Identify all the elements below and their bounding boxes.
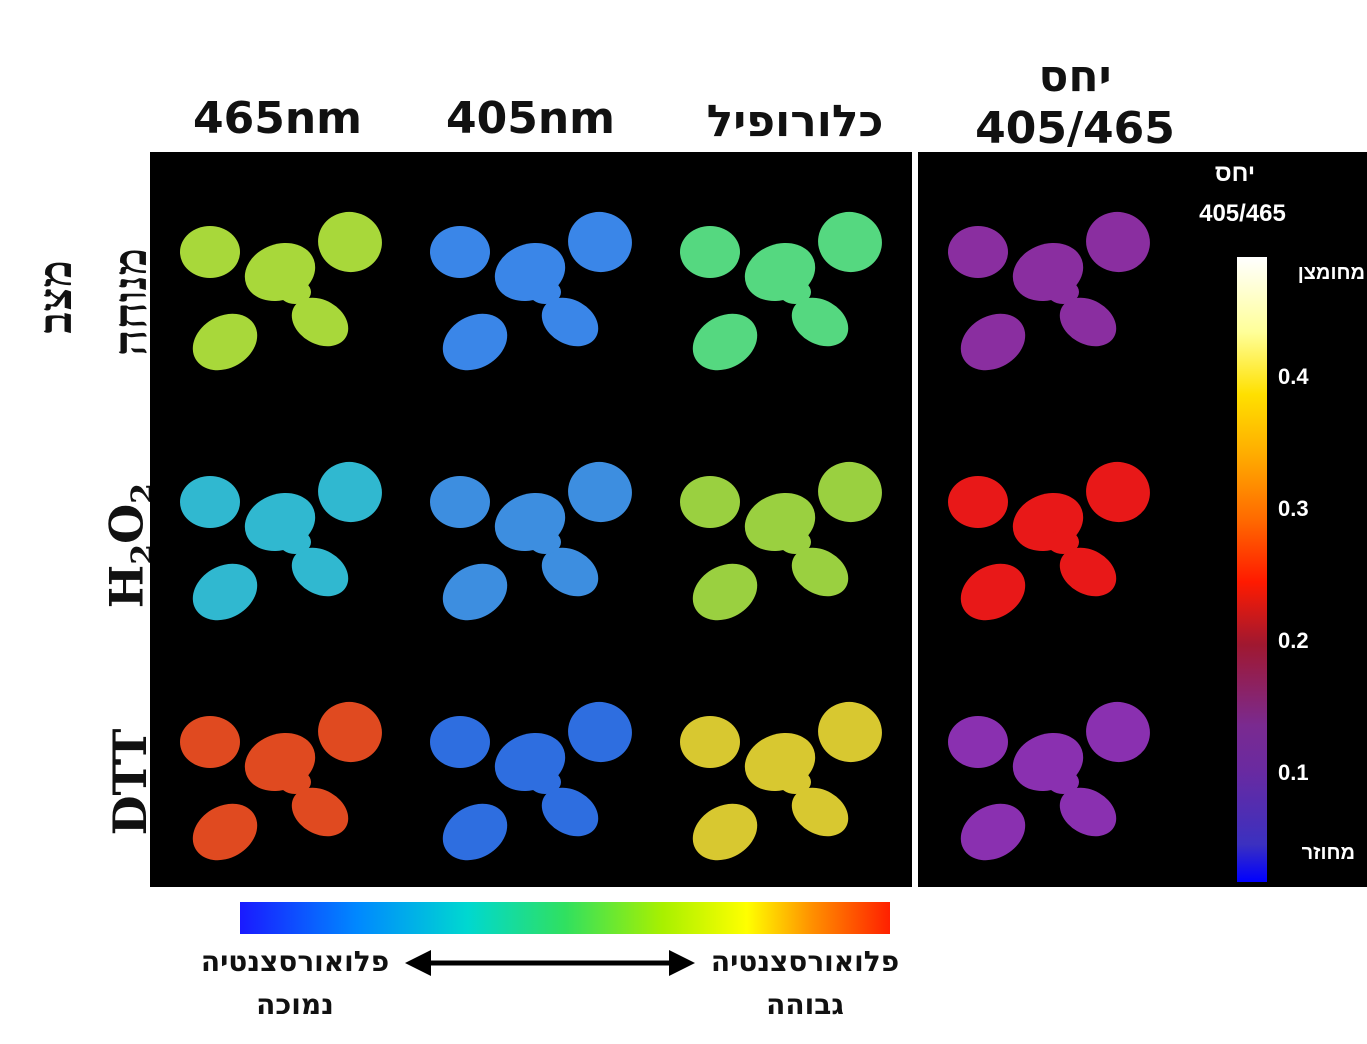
- legend-low-label: פלואורסצנטיה נמוכה: [170, 945, 420, 1021]
- plant-rest-ratio: [948, 206, 1155, 382]
- colorbar-top-label: מחומצן: [1297, 262, 1365, 284]
- colorbar-gradient: [1237, 257, 1267, 882]
- ratio-images: [948, 206, 1155, 872]
- colorbar-title-line1: יחס: [1214, 160, 1256, 187]
- plant-h2o2-ratio: [948, 456, 1155, 632]
- plant-rest-465: [180, 206, 387, 382]
- row-label-dtt-text: DTT: [103, 728, 157, 836]
- double-arrow-icon: [405, 950, 695, 976]
- column-header-ratio-line1: יחס: [1038, 51, 1112, 102]
- legend-low-line2: נמוכה: [256, 988, 334, 1021]
- plant-rest-405: [430, 206, 637, 382]
- legend-high-line2: גבוהה: [766, 988, 844, 1021]
- plant-dtt-ratio: [948, 696, 1155, 872]
- column-header-465nm: 465nm: [192, 93, 363, 144]
- plant-h2o2-405: [430, 456, 637, 632]
- h2o2-o: O: [99, 503, 154, 544]
- plant-dtt-465: [180, 696, 387, 872]
- colorbar-panel: יחס 405/465 מחומצן 0.4 0.3 0.2 0.1 מחוזר: [1190, 152, 1367, 887]
- plant-h2o2-465: [180, 456, 387, 632]
- plant-dtt-405: [430, 696, 637, 872]
- plant-dtt-chl: [680, 696, 887, 872]
- legend-low-line1: פלואורסצנטיה: [200, 945, 390, 978]
- h2o2-h: H: [99, 564, 154, 609]
- colorbar-tick-0.3: 0.3: [1278, 496, 1309, 521]
- colorbar-tick-0.2: 0.2: [1278, 628, 1309, 653]
- fluorescence-images: [180, 206, 887, 872]
- plant-rest-chl: [680, 206, 887, 382]
- column-header-ratio-line2: 405/465: [975, 103, 1175, 154]
- fluorescence-image-panel: [150, 152, 912, 887]
- legend-high-line1: פלואורסצנטיה: [710, 945, 900, 978]
- row-label-rest-text: מנוחה: [103, 248, 157, 356]
- colorbar-tick-0.1: 0.1: [1278, 760, 1309, 785]
- column-header-chlorophyll: כלורופיל: [706, 96, 884, 147]
- colorbar-title-line2: 405/465: [1199, 200, 1286, 227]
- column-header-405nm: 405nm: [445, 93, 616, 144]
- column-header-ratio: יחס 405/465: [960, 55, 1190, 151]
- colorbar-tick-0.4: 0.4: [1278, 364, 1309, 389]
- plant-h2o2-chl: [680, 456, 887, 632]
- ratio-image-panel: [918, 152, 1190, 887]
- legend-high-label: פלואורסצנטיה גבוהה: [680, 945, 930, 1021]
- panel-divider: [913, 152, 917, 887]
- colorbar-bottom-label: מחוזר: [1301, 842, 1355, 864]
- fluorescence-legend-bar: [240, 902, 890, 934]
